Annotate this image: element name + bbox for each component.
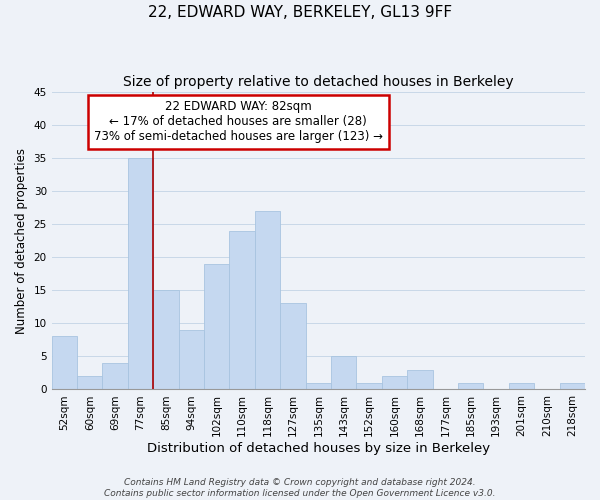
Bar [407,370,433,390]
Bar [331,356,356,390]
Bar [382,376,407,390]
Bar [153,290,179,390]
X-axis label: Distribution of detached houses by size in Berkeley: Distribution of detached houses by size … [147,442,490,455]
Bar [255,210,280,390]
Bar [77,376,103,390]
Bar [560,383,585,390]
Bar [128,158,153,390]
Bar [458,383,484,390]
Bar [103,363,128,390]
Bar [356,383,382,390]
Bar [52,336,77,390]
Y-axis label: Number of detached properties: Number of detached properties [15,148,28,334]
Bar [509,383,534,390]
Bar [229,230,255,390]
Title: Size of property relative to detached houses in Berkeley: Size of property relative to detached ho… [123,75,514,89]
Bar [280,304,305,390]
Text: 22, EDWARD WAY, BERKELEY, GL13 9FF: 22, EDWARD WAY, BERKELEY, GL13 9FF [148,5,452,20]
Bar [204,264,229,390]
Bar [179,330,204,390]
Text: Contains HM Land Registry data © Crown copyright and database right 2024.
Contai: Contains HM Land Registry data © Crown c… [104,478,496,498]
Bar [305,383,331,390]
Text: 22 EDWARD WAY: 82sqm
← 17% of detached houses are smaller (28)
73% of semi-detac: 22 EDWARD WAY: 82sqm ← 17% of detached h… [94,100,383,144]
